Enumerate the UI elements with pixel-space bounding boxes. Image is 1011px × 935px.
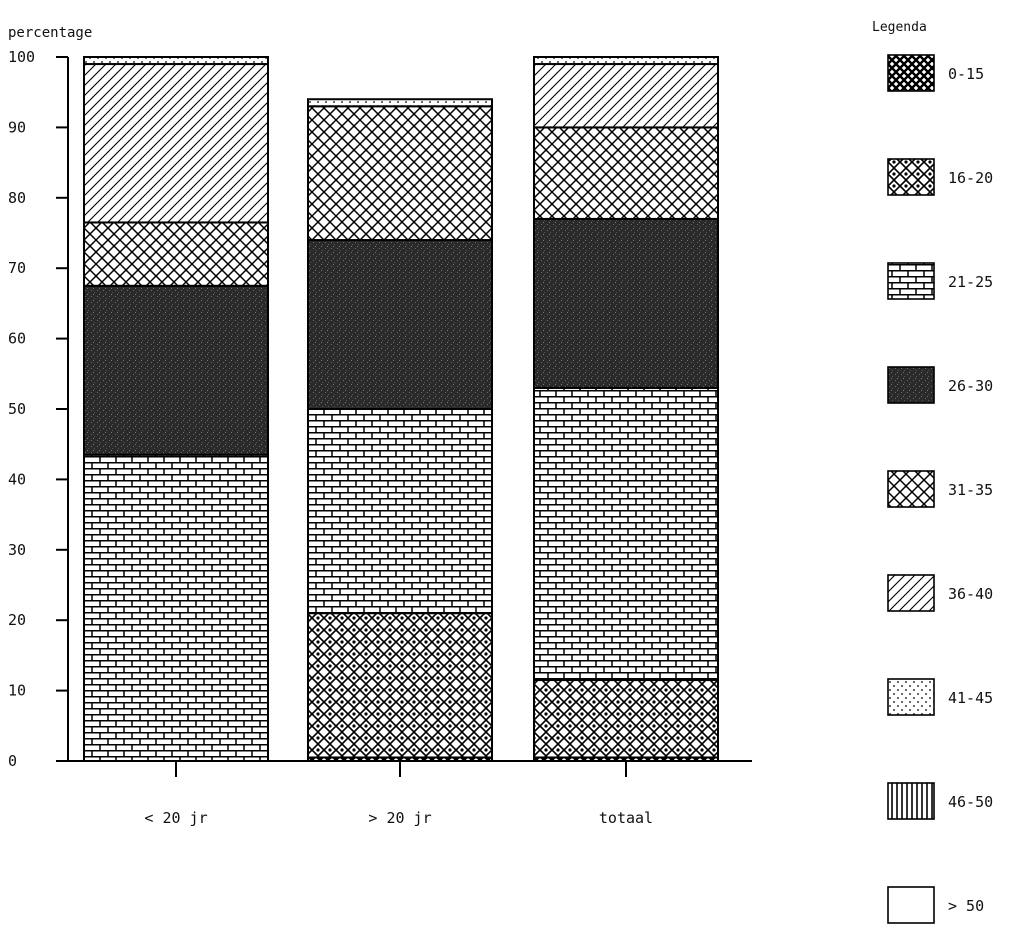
y-tick-label: 40: [8, 470, 26, 488]
y-tick-label: 70: [8, 259, 26, 277]
bar-segment: [307, 239, 493, 410]
bar-segment: [533, 126, 719, 220]
y-tick-label: 80: [8, 189, 26, 207]
legend-swatch: [887, 678, 935, 716]
legend-label: 46-50: [948, 793, 993, 811]
legend-swatch: [887, 262, 935, 300]
legend-title: Legenda: [872, 20, 927, 35]
legend-swatch: [887, 782, 935, 820]
bar-segment: [307, 98, 493, 108]
bar-segment: [83, 63, 269, 224]
legend-label: 0-15: [948, 65, 984, 83]
bar-segment: [307, 612, 493, 759]
bar-segment: [533, 217, 719, 389]
legend-label: 36-40: [948, 585, 993, 603]
bar-segment: [83, 56, 269, 66]
y-axis-title: percentage: [8, 25, 92, 41]
legend-swatch: [887, 574, 935, 612]
y-tick-label: 20: [8, 611, 26, 629]
y-tick-label: 0: [8, 752, 17, 770]
bar-segment: [533, 679, 719, 759]
x-tick-label: > 20 jr: [368, 809, 431, 827]
bar-segment: [533, 63, 719, 129]
legend-label: 26-30: [948, 377, 993, 395]
bar-segment: [83, 284, 269, 456]
legend-swatch: [887, 366, 935, 404]
legend-label: 31-35: [948, 481, 993, 499]
y-tick-label: 100: [8, 48, 35, 66]
y-tick-label: 10: [8, 682, 26, 700]
legend-swatch: [887, 158, 935, 196]
x-tick-label: totaal: [599, 809, 653, 827]
bar-segment: [307, 105, 493, 242]
legend-label: 21-25: [948, 273, 993, 291]
bar-segment: [533, 56, 719, 66]
y-tick-label: 30: [8, 541, 26, 559]
x-tick-label: < 20 jr: [144, 809, 207, 827]
y-tick-label: 60: [8, 330, 26, 348]
bar-segment: [83, 453, 269, 762]
legend-swatch: [887, 54, 935, 92]
legend-swatch: [887, 470, 935, 508]
legend: Legenda 0-15 16-20 21-25 26-30 31-35 36-40 41-…: [872, 20, 993, 924]
bar-segment: [533, 386, 719, 682]
plot-area: 0 10 20 30 40 50 60 70 80 90 100 < 20 jr > 20 jr tota…: [8, 48, 752, 827]
legend-label: 16-20: [948, 169, 993, 187]
y-tick-label: 50: [8, 400, 26, 418]
legend-label: > 50: [948, 897, 984, 915]
bar-segment: [307, 408, 493, 615]
y-tick-label: 90: [8, 118, 26, 136]
bar-segment: [83, 221, 269, 287]
legend-swatch: [887, 886, 935, 924]
legend-label: 41-45: [948, 689, 993, 707]
